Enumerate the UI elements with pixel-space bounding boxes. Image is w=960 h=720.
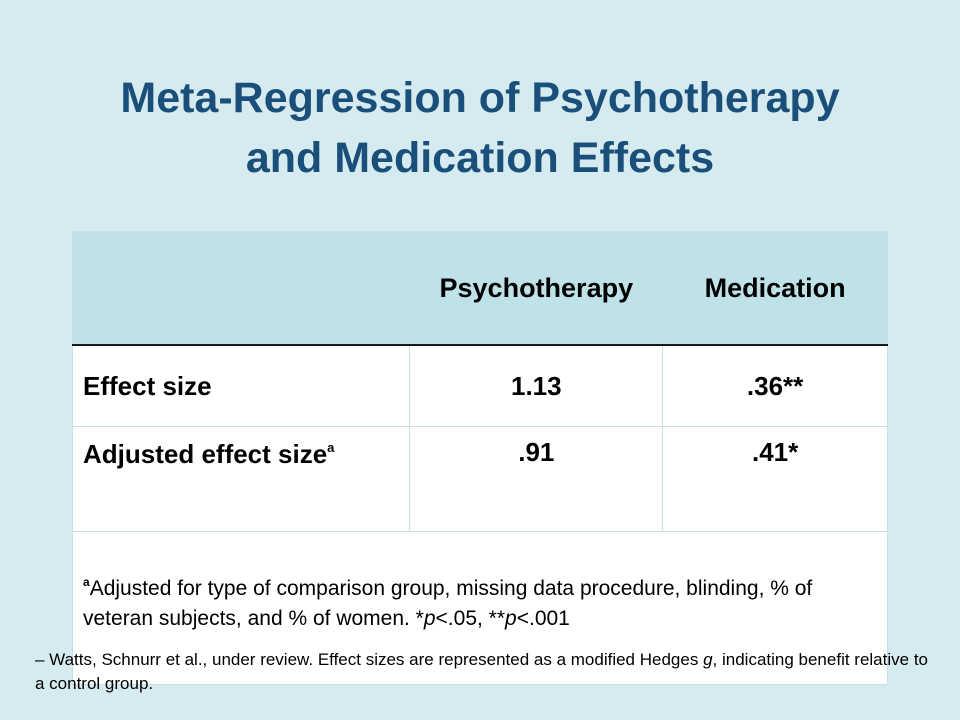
note-superscript-a: a (83, 574, 90, 589)
results-table: Psychotherapy Medication Effect size 1.1… (71, 231, 888, 685)
source-footnote: – Watts, Schnurr et al., under review. E… (35, 648, 935, 696)
footnote-text-1: – Watts, Schnurr et al., under review. E… (35, 650, 704, 669)
note-text-1: Adjusted for type of comparison group, m… (83, 576, 813, 630)
value-medication-effect-size: .36** (662, 344, 888, 427)
value-medication-adjusted: .41* (662, 426, 888, 532)
superscript-a: a (327, 440, 335, 455)
footnote-text-2: , indicating benefit relative to a contr… (35, 650, 928, 693)
title-line-2: and Medication Effects (245, 134, 715, 182)
slide-title: Meta-Regression of Psychotherapy and Med… (40, 68, 920, 188)
note-text-2: <.05, ** (435, 606, 506, 630)
table-header-row: Psychotherapy Medication (71, 231, 888, 346)
footnote-g-italic: g (703, 650, 713, 669)
note-p-italic-1: p (423, 606, 436, 630)
row-label-effect-size: Effect size (71, 344, 411, 427)
row-label-text: Effect size (83, 370, 212, 401)
table-note-row: aAdjusted for type of comparison group, … (72, 531, 888, 685)
value-psychotherapy-adjusted: .91 (409, 426, 664, 532)
row-label-adjusted-effect-size: Adjusted effect sizea (71, 426, 411, 532)
note-p-italic-2: p (505, 606, 517, 630)
row-label-text: Adjusted effect size (83, 439, 328, 469)
table-note: aAdjusted for type of comparison group, … (72, 531, 888, 685)
title-line-1: Meta-Regression of Psychotherapy (120, 74, 840, 122)
header-empty-cell (71, 231, 411, 346)
value-psychotherapy-effect-size: 1.13 (409, 344, 664, 427)
table-row-effect-size: Effect size 1.13 .36** (71, 344, 888, 427)
note-text-3: <.001 (516, 606, 570, 630)
header-psychotherapy: Psychotherapy (409, 231, 664, 346)
header-medication: Medication (662, 231, 888, 346)
table-row-adjusted-effect-size: Adjusted effect sizea .91 .41* (71, 426, 888, 532)
